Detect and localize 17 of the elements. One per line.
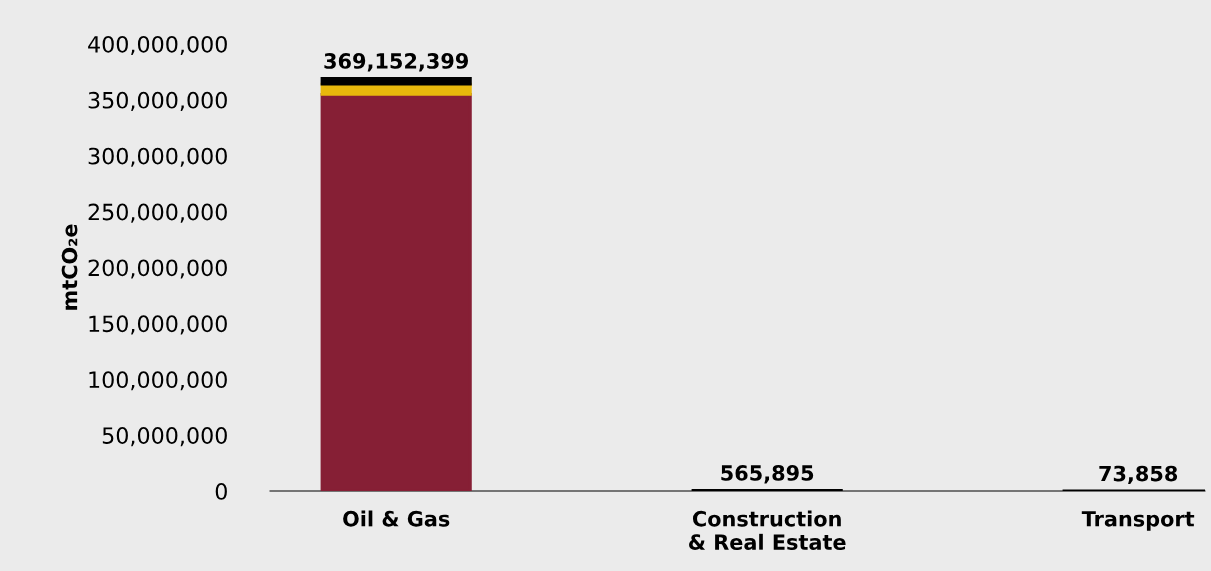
y-axis-title: mtCO₂e <box>61 224 78 310</box>
y-tick-label: 50,000,000 <box>102 427 227 447</box>
x-tick-label: Oil & Gas <box>343 510 450 527</box>
y-tick-label: 150,000,000 <box>89 315 227 335</box>
total-label: 73,858 <box>1099 465 1178 485</box>
x-tick-label: Construction & Real Estate <box>689 510 846 550</box>
y-tick-label: 0 <box>215 483 227 500</box>
y-tick-label: 400,000,000 <box>88 35 227 55</box>
total-label: 369,152,399 <box>324 53 469 72</box>
y-tick-label: 350,000,000 <box>88 91 227 111</box>
y-tick-label: 250,000,000 <box>88 203 227 223</box>
bar <box>320 77 472 86</box>
y-tick-label: 100,000,000 <box>89 371 227 391</box>
total-label: 565,895 <box>721 465 814 484</box>
y-tick-label: 200,000,000 <box>88 259 227 279</box>
y-tick-label: 300,000,000 <box>88 147 227 167</box>
x-tick-label: Transport <box>1081 511 1195 531</box>
